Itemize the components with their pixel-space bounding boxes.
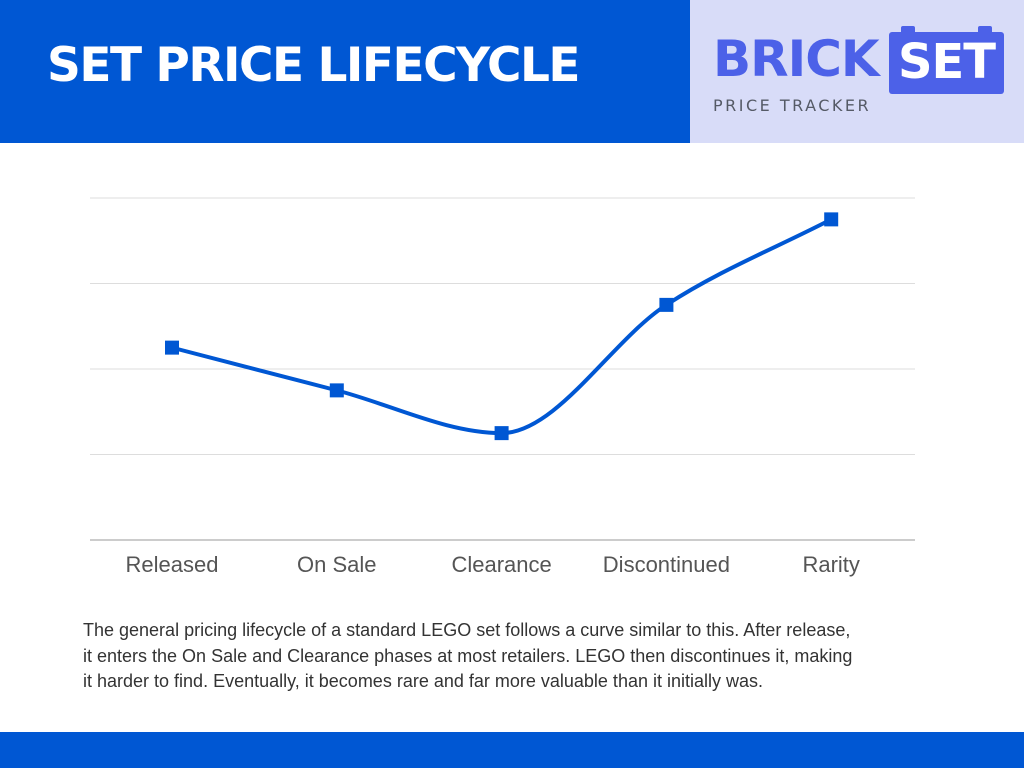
logo-set-brick: SET [889, 26, 1004, 94]
chart-caption: The general pricing lifecycle of a stand… [83, 620, 853, 691]
data-point-discontinued [659, 297, 674, 312]
data-point-clearance [494, 426, 509, 441]
logo-set-text: SET [897, 34, 996, 90]
x-tick-label: Released [126, 552, 219, 577]
header-band: SET PRICE LIFECYCLE [0, 0, 690, 143]
logo-stud-right [978, 26, 992, 34]
data-point-on-sale [329, 383, 344, 398]
chart-x-tick-labels: Released On Sale Clearance Discontinued Rari… [126, 552, 860, 577]
chart-gridlines [90, 197, 915, 541]
x-tick-label: On Sale [297, 552, 377, 577]
logo-brick-text: BRICK [713, 30, 880, 88]
x-tick-label: Discontinued [603, 552, 730, 577]
x-tick-label: Rarity [802, 552, 859, 577]
price-line [170, 217, 834, 436]
data-point-rarity [824, 212, 839, 227]
logo-subtitle: PRICE TRACKER [713, 96, 872, 115]
data-point-released [165, 340, 179, 355]
x-tick-label: Clearance [451, 552, 551, 577]
page-title: SET PRICE LIFECYCLE [47, 38, 581, 93]
brickset-logo[interactable]: BRICK SET PRICE TRACKER [690, 0, 1024, 143]
price-lifecycle-chart: Released On Sale Clearance Discontinued Rari… [90, 197, 915, 577]
logo-stud-left [901, 26, 915, 34]
footer-bar [0, 732, 1024, 768]
chart-markers [165, 212, 839, 441]
